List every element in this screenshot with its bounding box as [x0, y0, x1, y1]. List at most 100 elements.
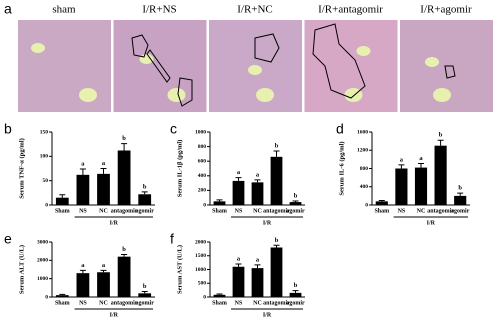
y-tick-label: 1600	[357, 129, 368, 135]
vessel	[433, 88, 451, 102]
panel-label: d	[336, 121, 344, 137]
error-bar	[254, 179, 261, 183]
bar	[375, 201, 388, 205]
x-tick-label: Sham	[212, 300, 227, 306]
vessel	[425, 57, 439, 67]
bar	[454, 195, 467, 205]
bar	[414, 167, 428, 205]
x-tick-label: NC	[417, 208, 426, 214]
significance-letter: a	[102, 160, 106, 167]
bar	[270, 156, 283, 205]
vessel	[139, 54, 154, 64]
x-tick-label: Sham	[55, 208, 70, 214]
x-tick-label: agomir	[451, 208, 470, 214]
bar	[289, 292, 302, 297]
significance-letter: b	[439, 132, 443, 139]
y-tick-label: 50	[43, 178, 49, 184]
error-bar	[418, 162, 424, 168]
error-bar	[292, 290, 299, 293]
vessel	[79, 88, 97, 102]
x-tick-label: Sham	[212, 208, 227, 214]
error-bar	[141, 291, 148, 294]
bar	[117, 150, 131, 205]
error-bar	[273, 150, 280, 157]
x-tick-label: agomir	[136, 208, 155, 214]
significance-letter: a	[237, 169, 241, 176]
error-bar	[79, 168, 86, 175]
error-bar	[216, 199, 223, 202]
image-label: I/R+agomir	[420, 4, 472, 16]
y-tick-label: 2000	[37, 258, 48, 264]
significance-letter: b	[143, 283, 147, 290]
error-bar	[235, 263, 242, 267]
y-axis-label: Serum AST (U/L)	[176, 245, 183, 294]
bar	[76, 174, 90, 205]
significance-letter: b	[275, 237, 279, 244]
bar	[395, 168, 408, 205]
y-tick-label: 2000	[195, 239, 206, 245]
error-bar	[235, 177, 242, 181]
y-axis-label: Serum IL-1β (pg/ml)	[176, 140, 183, 198]
x-tick-label: Sham	[374, 208, 389, 214]
lesion-outline	[444, 65, 456, 79]
y-tick-label: 500	[198, 281, 207, 287]
x-tick-label: Sham	[55, 300, 70, 306]
y-tick-label: 1000	[195, 129, 206, 135]
y-tick-label: 0	[203, 294, 206, 300]
bar	[55, 295, 69, 297]
vessel	[356, 46, 371, 56]
significance-letter: b	[122, 135, 126, 142]
panel-label: e	[4, 231, 12, 247]
y-axis-label: Serum TNF-α (pg/ml)	[18, 138, 25, 199]
x-tick-label: NC	[253, 300, 262, 306]
lesion-outline	[177, 77, 193, 107]
image-label: I/R+NC	[237, 4, 273, 16]
y-tick-label: 0	[203, 202, 206, 208]
x-tick-label: agomir	[286, 300, 305, 306]
significance-letter: a	[256, 171, 260, 178]
error-bar	[216, 293, 223, 295]
x-tick-label: NC	[253, 208, 262, 214]
significance-letter: a	[102, 262, 106, 269]
x-tick-label: antagomir	[263, 300, 290, 306]
bar	[270, 247, 283, 297]
image-label: sham	[52, 4, 76, 16]
y-tick-label: 200	[198, 188, 207, 194]
bar	[138, 194, 152, 205]
group-label: I/R	[110, 220, 119, 226]
x-tick-label: NS	[398, 208, 406, 214]
x-tick-label: NC	[99, 300, 108, 306]
panel-label: a	[4, 1, 12, 17]
image-label: I/R+antagomir	[318, 4, 383, 16]
significance-letter: b	[458, 185, 462, 192]
error-bar	[141, 191, 148, 195]
bar	[55, 197, 69, 205]
panel-label: c	[170, 121, 177, 137]
bar	[117, 256, 131, 297]
image-label: I/R+NS	[142, 4, 176, 16]
y-tick-label: 1500	[195, 253, 206, 259]
significance-letter: b	[294, 282, 298, 289]
error-bar	[59, 194, 66, 198]
vessel	[167, 88, 186, 102]
y-tick-label: 1000	[37, 276, 48, 282]
y-tick-label: 3000	[37, 239, 48, 245]
x-tick-label: NS	[235, 208, 243, 214]
error-bar	[100, 269, 107, 273]
x-tick-label: agomir	[136, 300, 155, 306]
significance-letter: a	[400, 156, 404, 163]
group-label: I/R	[263, 220, 272, 226]
error-bar	[121, 253, 128, 257]
y-tick-label: 0	[45, 202, 48, 208]
x-tick-label: antagomir	[111, 208, 138, 214]
group-label: I/R	[110, 312, 119, 318]
significance-letter: a	[419, 155, 423, 162]
x-tick-label: agomir	[286, 208, 305, 214]
y-tick-label: 800	[360, 166, 369, 172]
y-tick-label: 1000	[195, 267, 206, 273]
lesion-outline	[131, 34, 149, 58]
bar	[138, 293, 152, 297]
error-bar	[121, 143, 128, 151]
y-tick-label: 150	[40, 129, 49, 135]
